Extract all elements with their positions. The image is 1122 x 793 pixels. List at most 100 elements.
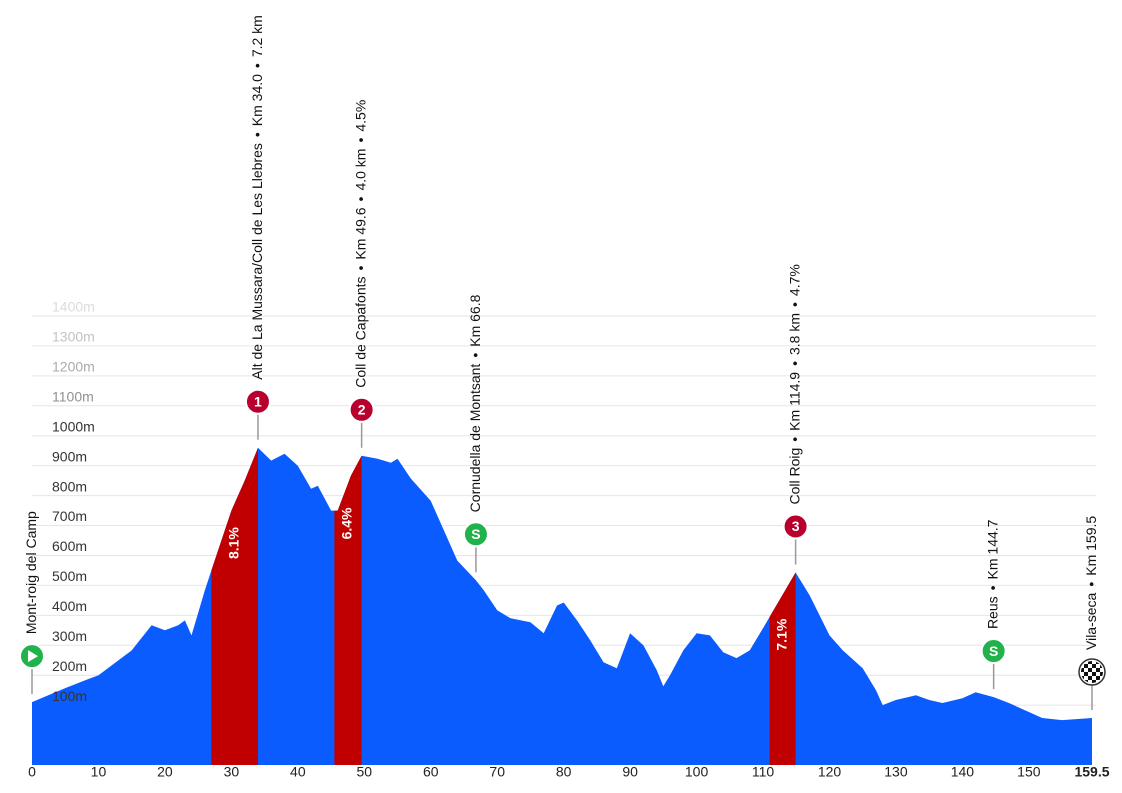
y-tick-label: 900m xyxy=(52,448,87,464)
y-tick-label: 1100m xyxy=(52,389,94,405)
marker-label: Reus • Km 144.7 xyxy=(984,519,1000,629)
checker-square xyxy=(1092,680,1096,684)
marker-name: Vila-seca xyxy=(1083,592,1099,650)
climb-gradient-label: 7.1% xyxy=(773,618,789,650)
marker-icon xyxy=(462,521,489,548)
marker-icon-label: 2 xyxy=(358,401,366,417)
marker-length: 7.2 km xyxy=(249,15,265,57)
marker-label: Coll Roig • Km 114.9 • 3.8 km • 4.7% xyxy=(786,264,802,504)
marker: Vila-seca • Km 159.5 xyxy=(1078,516,1106,711)
x-tick-label: 110 xyxy=(752,764,775,780)
checker-square xyxy=(1092,672,1096,677)
finish-icon xyxy=(1078,658,1106,686)
marker: S Cornudella de Montsant • Km 66.8 xyxy=(462,294,489,573)
checker-square xyxy=(1092,664,1096,669)
marker-name: Reus xyxy=(984,596,1000,629)
marker-name: Mont-roig del Camp xyxy=(23,511,39,634)
y-tick-label: 800m xyxy=(52,478,87,494)
y-tick-label: 400m xyxy=(52,598,87,614)
marker: 3 Coll Roig • Km 114.9 • 3.8 km • 4.7% xyxy=(782,264,809,565)
separator: • xyxy=(352,265,368,270)
x-tick-label: 50 xyxy=(356,764,372,780)
y-tick-label: 500m xyxy=(52,568,87,584)
checker-square xyxy=(1088,676,1092,681)
x-tick-label: 30 xyxy=(224,764,240,780)
checker-square xyxy=(1088,661,1092,665)
markers: Mont-roig del Camp 1 Alt de La Mussara/Col… xyxy=(19,15,1106,711)
x-tick-label: 90 xyxy=(622,764,638,780)
marker-label: Vila-seca • Km 159.5 xyxy=(1083,516,1099,650)
separator: • xyxy=(786,302,802,307)
y-tick-label: 1000m xyxy=(52,418,95,434)
marker-km-label: Km 144.7 xyxy=(984,519,1000,579)
x-tick-label: 20 xyxy=(157,764,173,780)
marker-length: 4.0 km xyxy=(352,149,368,191)
y-tick-label: 700m xyxy=(52,508,87,524)
marker-icon xyxy=(782,513,809,540)
y-tick-label: 1300m xyxy=(52,329,95,345)
marker-icon-label: S xyxy=(471,526,480,542)
grid xyxy=(32,315,1096,706)
marker-km-label: Km 34.0 xyxy=(249,74,265,126)
climb-segment xyxy=(769,572,796,765)
x-tick-label: 40 xyxy=(290,764,306,780)
marker-label: Mont-roig del Camp xyxy=(23,511,39,634)
y-tick-label: 200m xyxy=(52,658,87,674)
x-tick-label: 0 xyxy=(28,764,36,780)
separator: • xyxy=(1083,582,1099,587)
marker-name: Cornudella de Montsant xyxy=(467,364,483,513)
y-tick-label: 300m xyxy=(52,628,87,644)
checker-square xyxy=(1100,672,1103,677)
x-tick-label: 100 xyxy=(685,764,709,780)
separator: • xyxy=(786,361,802,366)
marker-km-label: Km 114.9 xyxy=(786,372,802,431)
marker-km-label: Km 49.6 xyxy=(352,207,368,259)
y-tick-label: 100m xyxy=(52,688,87,704)
checker-square xyxy=(1084,664,1088,669)
marker-avg-gradient: 4.7% xyxy=(786,264,802,296)
separator: • xyxy=(352,196,368,201)
x-tick-label: 60 xyxy=(423,764,439,780)
marker-label: Alt de La Mussara/Coll de Les Llebres • Km… xyxy=(249,15,265,380)
x-tick-label: 140 xyxy=(951,764,975,780)
checker-square xyxy=(1084,672,1088,677)
y-tick-label: 1200m xyxy=(52,359,95,375)
axis-labels: 100m200m300m400m500m600m700m800m900m1000… xyxy=(28,299,1110,780)
x-tick-label: 130 xyxy=(884,764,908,780)
separator: • xyxy=(352,138,368,143)
marker: 1 Alt de La Mussara/Coll de Les Llebres • K… xyxy=(244,15,271,440)
marker-km-label: Km 159.5 xyxy=(1083,516,1099,576)
y-tick-label: 600m xyxy=(52,538,87,554)
separator: • xyxy=(786,437,802,442)
marker-name: Alt de La Mussara/Coll de Les Llebres xyxy=(249,143,265,380)
marker: S Reus • Km 144.7 xyxy=(980,519,1007,690)
marker-icon-label: S xyxy=(989,643,998,659)
marker-icon-label: 3 xyxy=(792,518,800,534)
climb-gradient-label: 8.1% xyxy=(225,527,241,559)
start-arrow xyxy=(28,650,38,663)
separator: • xyxy=(984,585,1000,590)
profile: 8.1% 6.4% 7.1% xyxy=(32,447,1092,765)
climb-gradient-label: 6.4% xyxy=(339,507,355,539)
climb-segment xyxy=(334,455,362,765)
checker-square xyxy=(1088,668,1092,673)
checker-square xyxy=(1096,676,1100,681)
marker-avg-gradient: 4.5% xyxy=(352,100,368,132)
checker-square xyxy=(1081,668,1084,673)
marker: 2 Coll de Capafonts • Km 49.6 • 4.0 km • 4.5% xyxy=(348,100,375,448)
marker-name: Coll Roig xyxy=(786,448,802,505)
x-tick-label: 120 xyxy=(818,764,842,780)
marker-icon xyxy=(348,396,375,423)
marker-label: Cornudella de Montsant • Km 66.8 xyxy=(467,294,483,512)
profile-area xyxy=(32,447,1092,765)
separator: • xyxy=(467,353,483,358)
marker-icon-label: 1 xyxy=(254,393,262,409)
x-tick-label: 150 xyxy=(1017,764,1041,780)
marker-length: 3.8 km xyxy=(786,313,802,355)
marker-name: Coll de Capafonts xyxy=(352,276,368,387)
marker: Mont-roig del Camp xyxy=(19,511,45,695)
marker-icon xyxy=(244,388,271,415)
marker-label: Coll de Capafonts • Km 49.6 • 4.0 km • 4.5% xyxy=(352,100,368,388)
